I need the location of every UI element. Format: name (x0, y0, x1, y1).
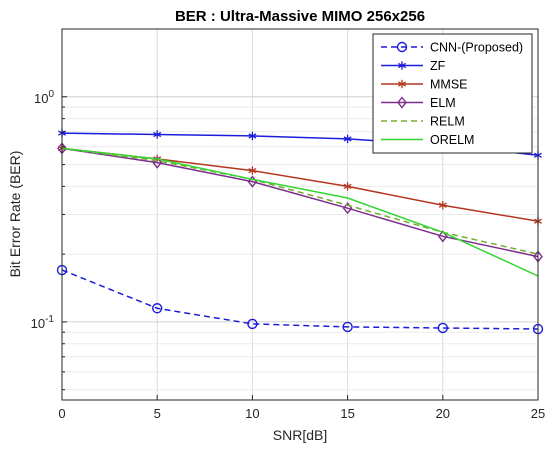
legend-label: ZF (430, 59, 446, 73)
x-tick-label: 25 (531, 406, 545, 421)
x-tick-label: 0 (58, 406, 65, 421)
x-tick-label: 20 (436, 406, 450, 421)
legend-label: ELM (430, 96, 456, 110)
legend-label: ORELM (430, 133, 474, 147)
x-tick-label: 15 (340, 406, 354, 421)
x-tick-label: 10 (245, 406, 259, 421)
x-axis-label: SNR[dB] (273, 427, 327, 443)
y-tick-label: 100 (34, 89, 54, 106)
legend-label: CNN-(Proposed) (430, 41, 523, 55)
y-axis-label: Bit Error Rate (BER) (7, 151, 23, 278)
chart-title: BER : Ultra-Massive MIMO 256x256 (175, 8, 425, 25)
legend-label: RELM (430, 115, 465, 129)
legend: CNN-(Proposed) ZF MMSE ELM RELM ORELM (373, 34, 532, 153)
x-tick-label: 5 (154, 406, 161, 421)
y-tick-label: 10-1 (31, 314, 55, 331)
legend-label: MMSE (430, 78, 468, 92)
